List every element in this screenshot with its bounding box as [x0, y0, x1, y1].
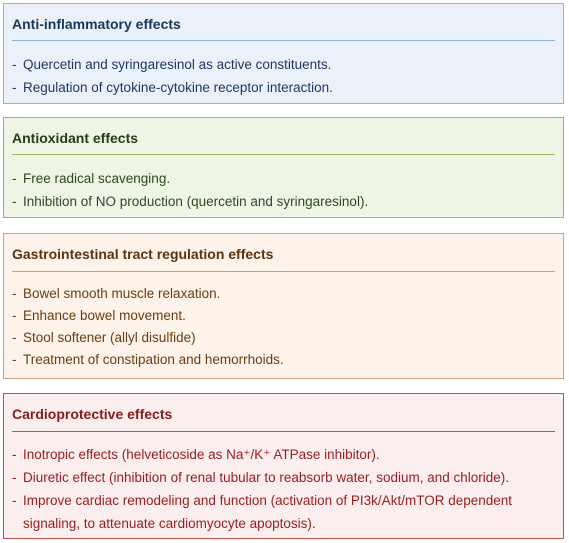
- list-bullet: -: [12, 286, 17, 301]
- list-item: - Treatment of constipation and hemorrhoi…: [12, 349, 555, 371]
- list-item-text: Treatment of constipation and hemorrhoid…: [23, 352, 284, 367]
- antioxidant-divider: [12, 154, 555, 155]
- list-item: - Stool softener (allyl disulfide): [12, 327, 555, 349]
- anti-inflammatory-list: - Quercetin and syringaresinol as active …: [12, 53, 555, 99]
- list-item-text: Diuretic effect (inhibition of renal tub…: [23, 470, 510, 485]
- list-item: signaling, to attenuate cardiomyocyte ap…: [12, 512, 555, 535]
- list-item: - Bowel smooth muscle relaxation.: [12, 283, 555, 305]
- cardioprotective-title: Cardioprotective effects: [12, 406, 173, 422]
- list-bullet: -: [12, 352, 17, 367]
- cardioprotective-divider: [12, 431, 555, 432]
- anti-inflammatory-divider: [12, 40, 555, 41]
- list-item: - Free radical scavenging.: [12, 167, 555, 190]
- list-bullet: -: [12, 194, 17, 209]
- list-item-text: Regulation of cytokine-cytokine receptor…: [23, 80, 333, 95]
- gastrointestinal-divider: [12, 271, 555, 272]
- list-bullet: -: [12, 171, 17, 186]
- list-item: - Enhance bowel movement.: [12, 305, 555, 327]
- list-bullet: -: [12, 80, 17, 95]
- list-item-text: Improve cardiac remodeling and function …: [23, 493, 513, 508]
- gastrointestinal-panel: Gastrointestinal tract regulation effect…: [3, 233, 564, 379]
- list-item-text: signaling, to attenuate cardiomyocyte ap…: [23, 516, 316, 531]
- list-bullet: -: [12, 308, 17, 323]
- list-item: - Improve cardiac remodeling and function…: [12, 489, 555, 512]
- list-item: - Inotropic effects (helveticoside as Na⁺…: [12, 443, 555, 466]
- antioxidant-panel: Antioxidant effects - Free radical scaven…: [3, 117, 564, 218]
- list-item-text: Free radical scavenging.: [23, 171, 171, 186]
- list-bullet: -: [12, 493, 17, 508]
- anti-inflammatory-title: Anti-inflammatory effects: [12, 16, 181, 32]
- list-item: - Quercetin and syringaresinol as active …: [12, 53, 555, 76]
- cardioprotective-panel: Cardioprotective effects - Inotropic effe…: [3, 393, 564, 539]
- list-item: - Inhibition of NO production (quercetin …: [12, 190, 555, 213]
- cardioprotective-list: - Inotropic effects (helveticoside as Na⁺…: [12, 443, 555, 535]
- list-item-text: Quercetin and syringaresinol as active c…: [23, 57, 332, 72]
- list-item-text: Inhibition of NO production (quercetin a…: [23, 194, 369, 209]
- gastrointestinal-title: Gastrointestinal tract regulation effect…: [12, 246, 274, 262]
- gastrointestinal-list: - Bowel smooth muscle relaxation. - Enhanc…: [12, 283, 555, 371]
- list-item-text: Bowel smooth muscle relaxation.: [23, 286, 221, 301]
- list-bullet: -: [12, 57, 17, 72]
- list-bullet: -: [12, 470, 17, 485]
- anti-inflammatory-panel: Anti-inflammatory effects - Quercetin and…: [3, 3, 564, 104]
- list-bullet: -: [12, 330, 17, 345]
- list-item-text: Stool softener (allyl disulfide): [23, 330, 196, 345]
- list-item: - Regulation of cytokine-cytokine recepto…: [12, 76, 555, 99]
- list-item-text: Inotropic effects (helveticoside as Na⁺/…: [23, 447, 380, 462]
- antioxidant-title: Antioxidant effects: [12, 130, 139, 146]
- list-item: - Diuretic effect (inhibition of renal tu…: [12, 466, 555, 489]
- antioxidant-list: - Free radical scavenging. - Inhibition of…: [12, 167, 555, 213]
- list-bullet: -: [12, 447, 17, 462]
- list-item-text: Enhance bowel movement.: [23, 308, 186, 323]
